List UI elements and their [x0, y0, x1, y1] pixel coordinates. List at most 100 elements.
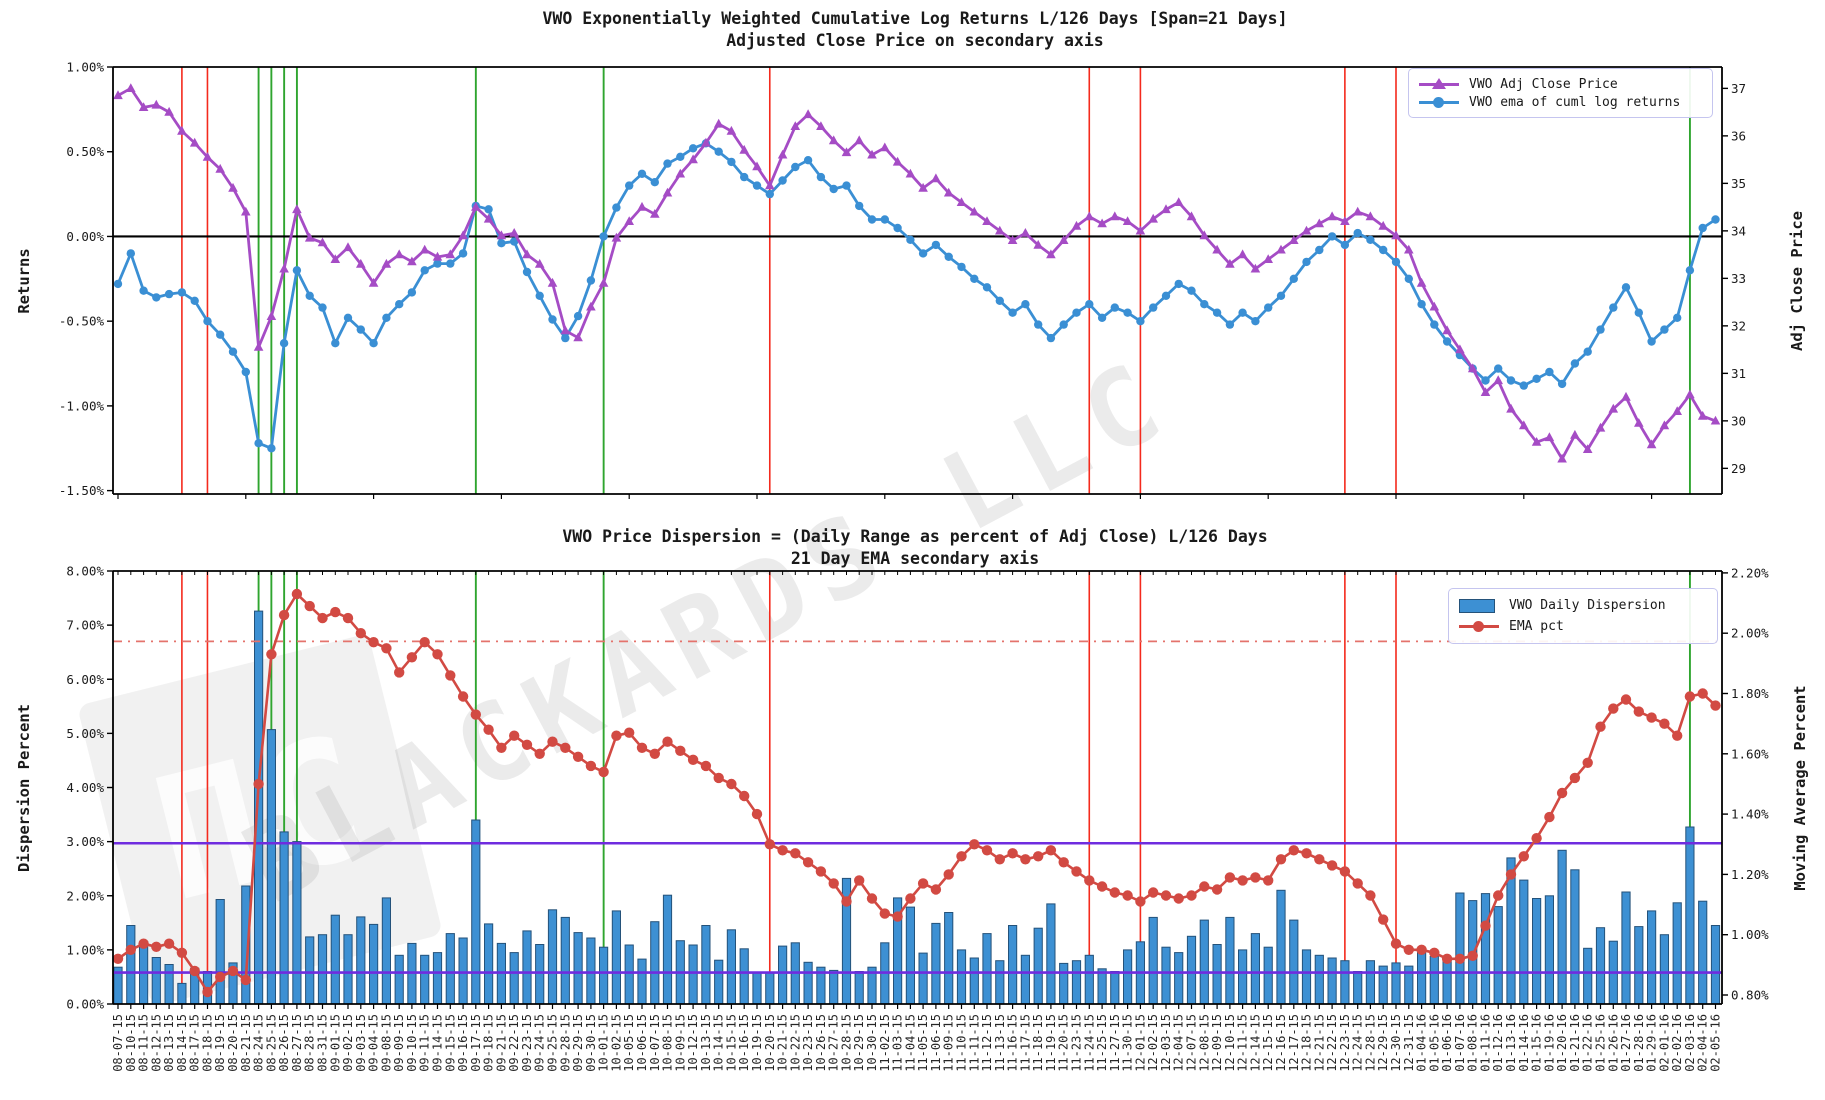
- tick-label: 1.60%: [1731, 746, 1769, 761]
- bottom-chart-legend: VWO Daily Dispersion EMA pct: [1448, 588, 1718, 644]
- legend-item-price: VWO Adj Close Price: [1419, 75, 1700, 93]
- date-tick-label: 11-25-15: [1095, 1014, 1109, 1072]
- tick-label: 6.00%: [66, 672, 104, 687]
- date-tick-label: 01-04-16: [1415, 1014, 1429, 1072]
- tick-label: 1.00%: [1731, 927, 1769, 942]
- tick-label: 37: [1731, 81, 1746, 96]
- date-tick-label: 09-04-15: [367, 1014, 381, 1072]
- date-tick-label: 01-27-16: [1619, 1014, 1633, 1072]
- tick-label: 1.20%: [1731, 867, 1769, 882]
- tick-label: 29: [1731, 461, 1746, 476]
- date-tick-label: 01-14-16: [1517, 1014, 1531, 1072]
- date-tick-label: 09-18-15: [482, 1014, 496, 1072]
- date-tick-label: 08-10-15: [124, 1014, 138, 1072]
- date-tick-label: 12-17-15: [1287, 1014, 1301, 1072]
- date-tick-label: 01-21-16: [1568, 1014, 1582, 1072]
- date-tick-label: 10-07-15: [648, 1014, 662, 1072]
- date-tick-label: 08-25-15: [264, 1014, 278, 1072]
- bottom-chart-subtitle: 21 Day EMA secondary axis: [790, 549, 1040, 568]
- date-tick-label: 11-02-15: [878, 1014, 892, 1072]
- legend-label: EMA pct: [1509, 619, 1564, 634]
- date-tick-label: 10-12-15: [686, 1014, 700, 1072]
- ema-pct-line: [112, 588, 1721, 998]
- date-tick-label: 12-31-15: [1402, 1014, 1416, 1072]
- tick-label: 5.00%: [66, 726, 104, 741]
- date-tick-label: 09-22-15: [507, 1014, 521, 1072]
- date-tick-label: 10-26-15: [814, 1014, 828, 1072]
- date-tick-label: 08-14-15: [175, 1014, 189, 1072]
- date-tick-label: 12-30-15: [1389, 1014, 1403, 1072]
- axes-spines: [112, 66, 1723, 1005]
- date-tick-label: 08-27-15: [290, 1014, 304, 1072]
- date-tick-label: 12-15-15: [1261, 1014, 1275, 1072]
- bottom-chart-title: VWO Price Dispersion = (Daily Range as p…: [562, 527, 1268, 546]
- date-tick-label: 09-01-15: [328, 1014, 342, 1072]
- tick-label: 32: [1731, 318, 1746, 333]
- date-tick-label: 09-02-15: [341, 1014, 355, 1072]
- date-tick-label: 08-17-15: [188, 1014, 202, 1072]
- date-tick-label: 09-16-15: [456, 1014, 470, 1072]
- date-tick-label: 10-30-15: [865, 1014, 879, 1072]
- tick-label: 36: [1731, 128, 1746, 143]
- date-tick-label: 12-14-15: [1248, 1014, 1262, 1072]
- date-tick-label: 12-21-15: [1312, 1014, 1326, 1072]
- legend-label: VWO Daily Dispersion: [1509, 598, 1666, 613]
- date-tick-label: 12-24-15: [1351, 1014, 1365, 1072]
- date-tick-label: 11-13-15: [993, 1014, 1007, 1072]
- date-tick-label: 09-17-15: [469, 1014, 483, 1072]
- bottom-left-axis-label: Dispersion Percent: [15, 704, 33, 872]
- tick-label: 0.80%: [1731, 988, 1769, 1003]
- date-tick-label: 08-19-15: [213, 1014, 227, 1072]
- date-tick-label: 01-11-16: [1479, 1014, 1493, 1072]
- date-tick-label: 12-16-15: [1274, 1014, 1288, 1072]
- date-tick-label: 09-15-15: [443, 1014, 457, 1072]
- date-tick-label: 08-24-15: [252, 1014, 266, 1072]
- date-tick-label: 10-21-15: [776, 1014, 790, 1072]
- date-tick-label: 10-23-15: [801, 1014, 815, 1072]
- date-tick-label: 11-19-15: [1044, 1014, 1058, 1072]
- dispersion-bars: [113, 610, 1721, 1005]
- date-tick-label: 11-11-15: [967, 1014, 981, 1072]
- top-left-axis-label: Returns: [15, 248, 33, 314]
- tick-label: -1.00%: [59, 398, 105, 413]
- date-tick-label: 09-03-15: [354, 1014, 368, 1072]
- date-tick-label: 12-10-15: [1223, 1014, 1237, 1072]
- tick-label: 0.00%: [66, 229, 104, 244]
- date-tick-label: 08-18-15: [201, 1014, 215, 1072]
- tick-label: 2.00%: [1731, 626, 1769, 641]
- date-tick-label: 08-20-15: [226, 1014, 240, 1072]
- dispersion-bar-swatch: [1459, 598, 1499, 614]
- date-tick-label: 02-03-16: [1683, 1014, 1697, 1072]
- price-line: [113, 83, 1721, 463]
- date-tick-label: 10-13-15: [699, 1014, 713, 1072]
- returns-ema-line: [113, 139, 1720, 453]
- date-tick-label: 12-07-15: [1185, 1014, 1199, 1072]
- date-tick-label: 10-15-15: [724, 1014, 738, 1072]
- date-tick-label: 09-30-15: [584, 1014, 598, 1072]
- date-tick-label: 01-06-16: [1440, 1014, 1454, 1072]
- date-tick-label: 11-05-15: [916, 1014, 930, 1072]
- date-tick-label: 10-27-15: [827, 1014, 841, 1072]
- date-tick-label: 09-28-15: [558, 1014, 572, 1072]
- date-tick-label: 11-17-15: [1018, 1014, 1032, 1072]
- date-tick-label: 09-08-15: [379, 1014, 393, 1072]
- date-tick-label: 10-08-15: [661, 1014, 675, 1072]
- date-tick-label: 10-29-15: [852, 1014, 866, 1072]
- tick-label: 34: [1731, 223, 1746, 238]
- legend-label: VWO ema of cuml log returns: [1469, 94, 1681, 110]
- date-tick-label: 09-21-15: [494, 1014, 508, 1072]
- date-tick-label: 08-21-15: [239, 1014, 253, 1072]
- date-tick-label: 11-23-15: [1070, 1014, 1084, 1072]
- date-tick-label: 11-04-15: [903, 1014, 917, 1072]
- bottom-right-axis-label: Moving Average Percent: [1791, 685, 1809, 891]
- date-tick-label: 01-20-16: [1555, 1014, 1569, 1072]
- tick-label: 1.00%: [66, 942, 104, 957]
- top-chart-subtitle: Adjusted Close Price on secondary axis: [726, 31, 1104, 50]
- date-tick-label: 01-13-16: [1504, 1014, 1518, 1072]
- tick-label: 1.40%: [1731, 807, 1769, 822]
- date-tick-label: 01-08-16: [1466, 1014, 1480, 1072]
- tick-label: 4.00%: [66, 780, 104, 795]
- date-tick-label: 10-16-15: [737, 1014, 751, 1072]
